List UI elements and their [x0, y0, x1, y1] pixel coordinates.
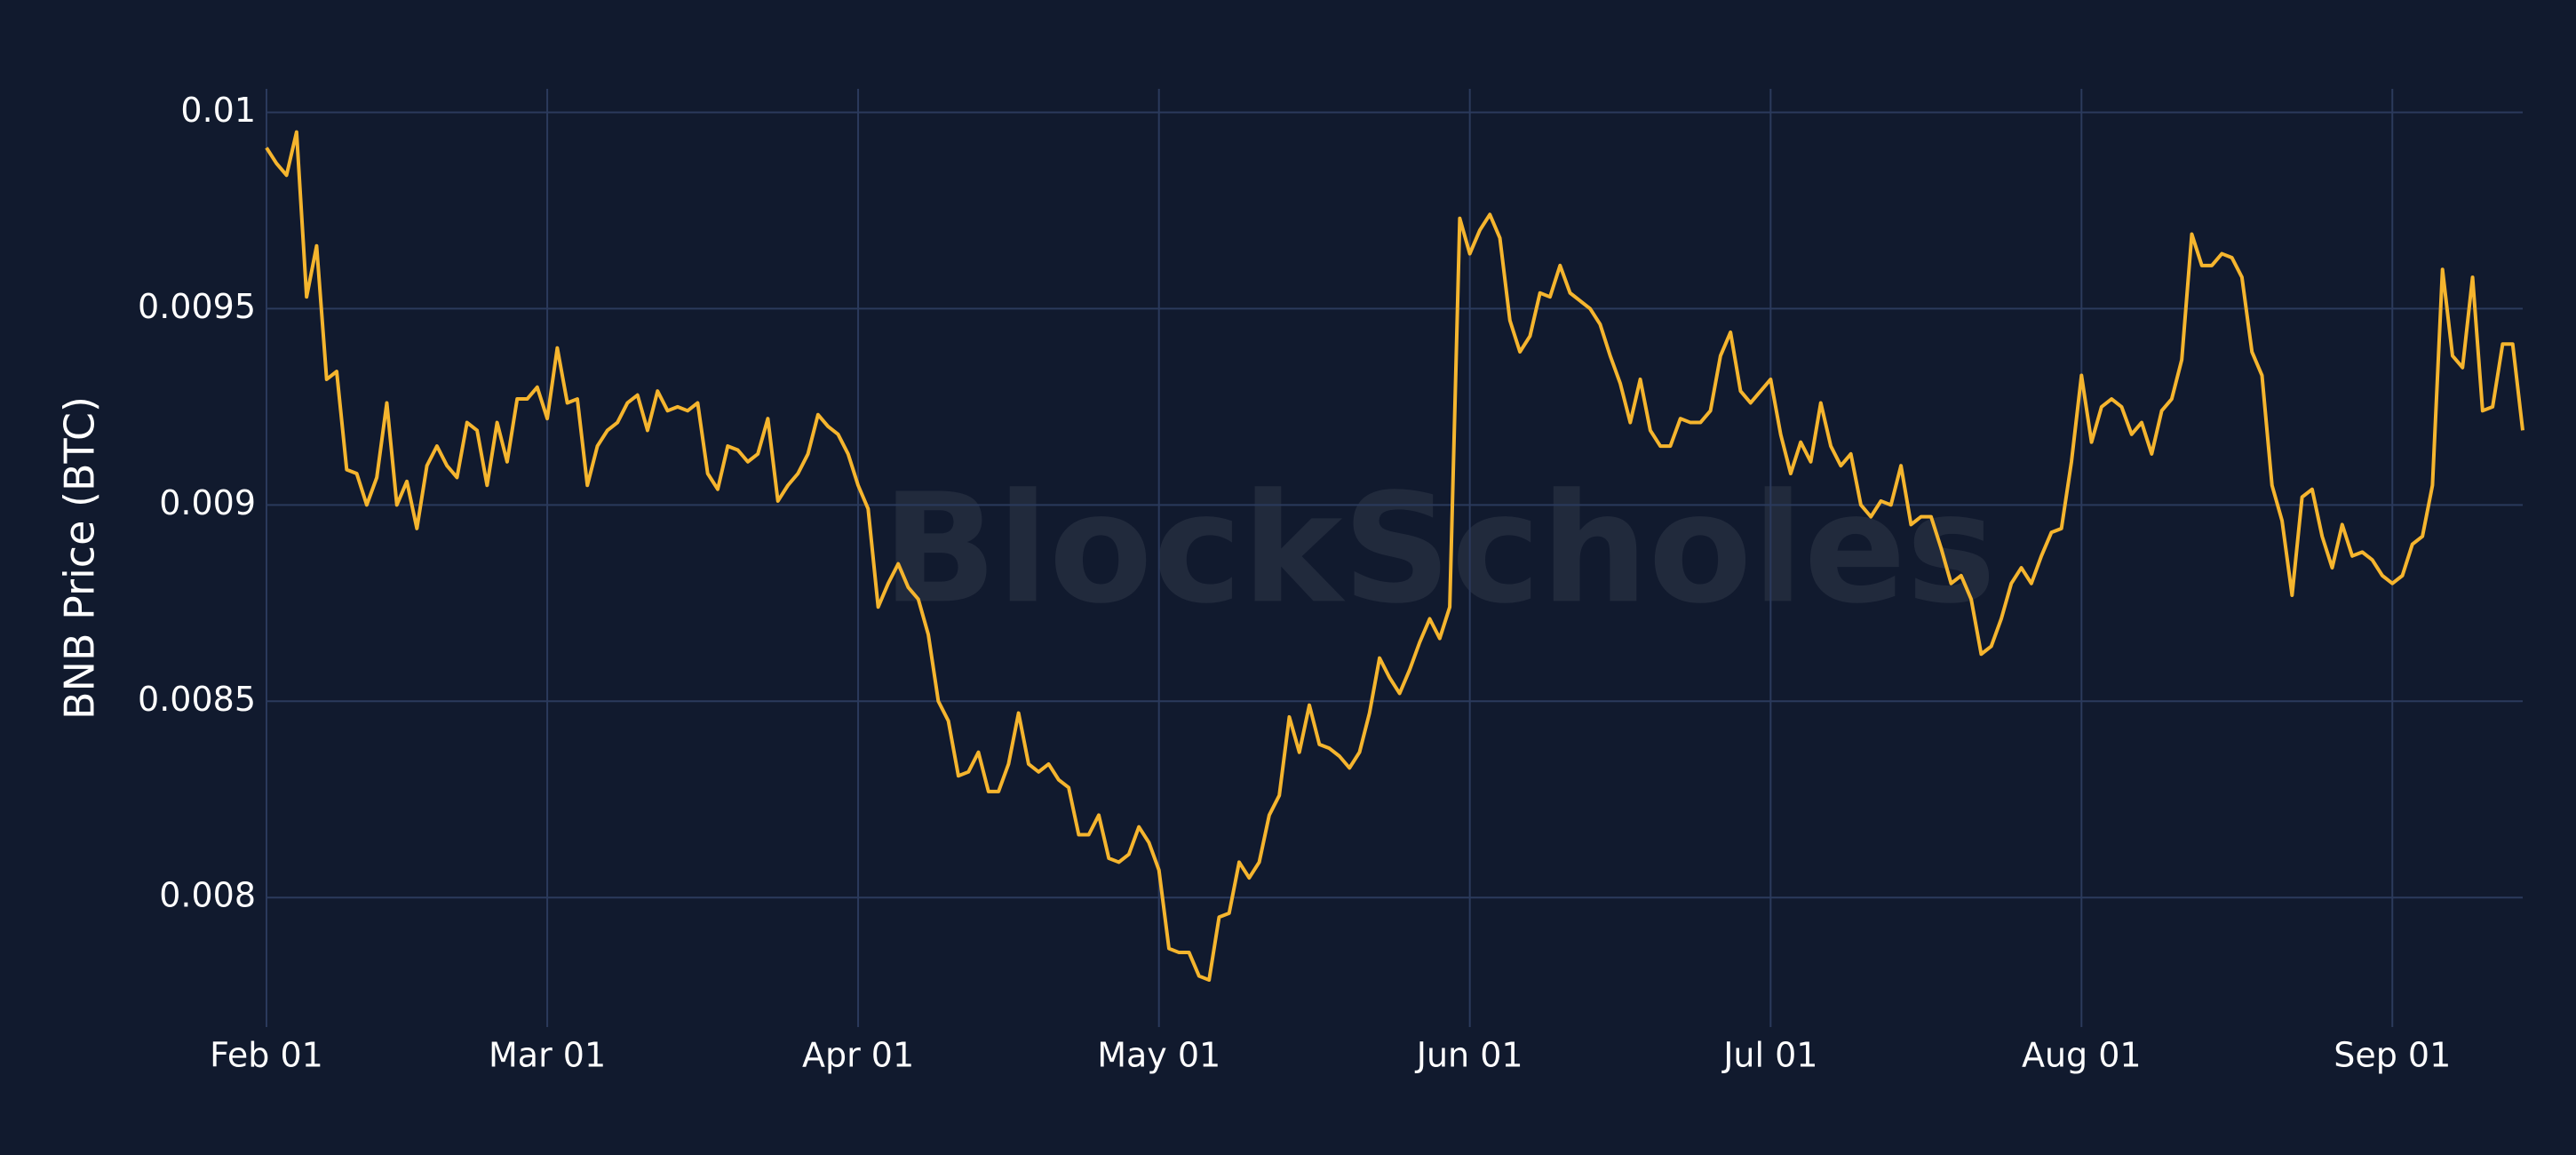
y-tick-label: 0.009	[159, 483, 256, 522]
y-tick-label: 0.0085	[138, 680, 256, 719]
price-line	[265, 130, 2524, 982]
y-tick-label: 0.008	[159, 876, 256, 915]
x-tick-label: May 01	[1097, 1036, 1220, 1075]
y-axis-label: BNB Price (BTC)	[56, 396, 104, 720]
y-tick-label: 0.0095	[138, 287, 256, 326]
x-tick-label: Mar 01	[489, 1036, 606, 1075]
x-tick-label: Apr 01	[802, 1036, 914, 1075]
y-tick-label: 0.01	[180, 91, 256, 130]
x-tick-label: Jul 01	[1721, 1036, 1817, 1075]
x-tick-label: Jun 01	[1415, 1036, 1523, 1075]
x-tick-label: Sep 01	[2334, 1036, 2451, 1075]
x-tick-label: Aug 01	[2022, 1036, 2142, 1075]
x-tick-label: Feb 01	[210, 1036, 323, 1075]
watermark: BlockScholes	[882, 461, 1996, 637]
